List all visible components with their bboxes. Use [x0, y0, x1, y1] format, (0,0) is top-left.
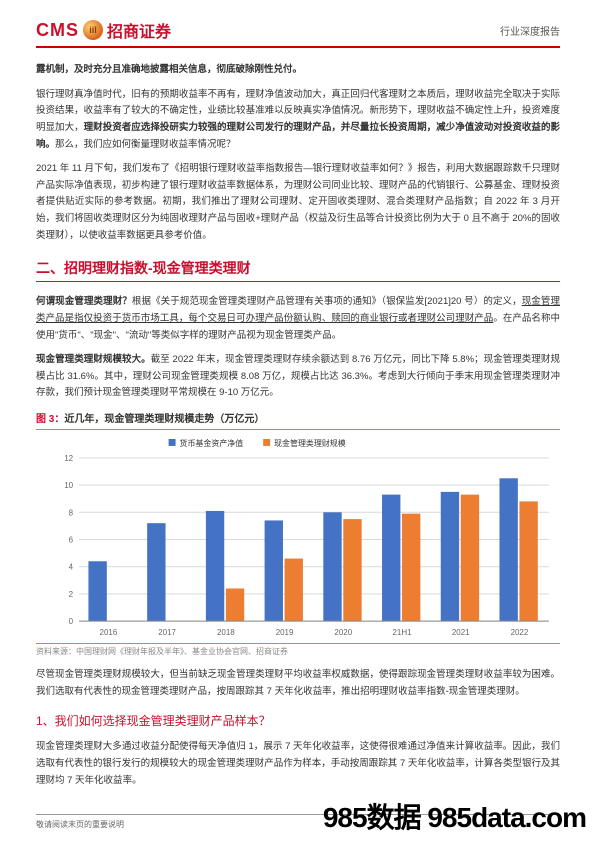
- figure-label: 图 3：: [36, 414, 64, 425]
- para-4: 何谓现金管理类理财？根据《关于规范现金管理类理财产品管理有关事项的通知》（银保监…: [36, 294, 560, 344]
- svg-text:6: 6: [69, 535, 74, 544]
- para-7: 现金管理类理财大多通过收益分配使得每天净值归 1，展示 7 天年化收益率，这使得…: [36, 739, 560, 789]
- page-header: CMS iil 招商证券 行业深度报告: [36, 18, 560, 48]
- para-4b: 根据《关于规范现金管理类理财产品管理有关事项的通知》（银保监发[2021]20 …: [132, 296, 522, 307]
- svg-text:2019: 2019: [276, 628, 294, 637]
- svg-text:0: 0: [69, 617, 74, 626]
- logo-circle-icon: iil: [83, 20, 103, 40]
- para-2b: 那么，我们应如何衡量理财收益率情况呢？: [55, 139, 236, 150]
- logo-cn-text: 招商证券: [107, 18, 171, 42]
- logo-area: CMS iil 招商证券: [36, 18, 171, 42]
- svg-text:2018: 2018: [217, 628, 235, 637]
- svg-text:2021: 2021: [452, 628, 470, 637]
- figure-3-title: 图 3：近几年，现金管理类理财规模走势（万亿元）: [36, 410, 560, 430]
- svg-text:2020: 2020: [334, 628, 352, 637]
- svg-text:现金管理类理财规模: 现金管理类理财规模: [274, 438, 346, 448]
- svg-text:12: 12: [64, 454, 73, 463]
- bar-chart-svg: 0 2 4 6 8 10 12 货币基金资产净值 现金管理类理财规模 2016 2017 2018 20…: [36, 434, 560, 643]
- figure-source: 资料来源：中国理财网《理财年报及半年》、基金业协会官网、招商证券: [36, 646, 560, 657]
- para-4a: 何谓现金管理类理财？: [36, 296, 132, 307]
- para-1: 露机制，及时充分且准确地披露相关信息，彻底破除刚性兑付。: [36, 62, 560, 79]
- section-2-title: 二、招明理财指数-现金管理类理财: [36, 258, 560, 282]
- para-5: 现金管理类理财规模较大。截至 2022 年末，现金管理类理财存续余额达到 8.7…: [36, 352, 560, 402]
- svg-text:10: 10: [64, 481, 73, 490]
- para-5a: 现金管理类理财规模较大。: [36, 354, 151, 365]
- para-6: 尽管现金管理类理财规模较大，但当前缺乏现金管理类理财平均收益率权威数据，使得跟踪…: [36, 667, 560, 700]
- figure-3-chart: 0 2 4 6 8 10 12 货币基金资产净值 现金管理类理财规模 2016 2017 2018 20…: [36, 434, 560, 644]
- logo-cms-text: CMS: [36, 20, 79, 41]
- svg-text:2016: 2016: [100, 628, 118, 637]
- svg-text:21H1: 21H1: [392, 628, 412, 637]
- header-doc-type: 行业深度报告: [500, 23, 560, 38]
- svg-text:2: 2: [69, 590, 74, 599]
- figure-caption: 近几年，现金管理类理财规模走势（万亿元）: [64, 414, 264, 425]
- svg-text:2022: 2022: [511, 628, 529, 637]
- watermark: 985数据 985data.com: [323, 796, 586, 836]
- svg-text:货币基金资产净值: 货币基金资产净值: [180, 438, 244, 448]
- svg-text:8: 8: [69, 508, 74, 517]
- para-2: 银行理财真净值时代，旧有的预期收益率不再有，理财净值波动加大，真正回归代客理财之…: [36, 87, 560, 154]
- svg-text:2017: 2017: [158, 628, 176, 637]
- para-3: 2021 年 11 月下旬，我们发布了《招明银行理财收益率指数报告—银行理财收益…: [36, 161, 560, 244]
- subsection-1-title: 1、我们如何选择现金管理类理财产品样本？: [36, 712, 560, 729]
- svg-text:4: 4: [69, 563, 74, 572]
